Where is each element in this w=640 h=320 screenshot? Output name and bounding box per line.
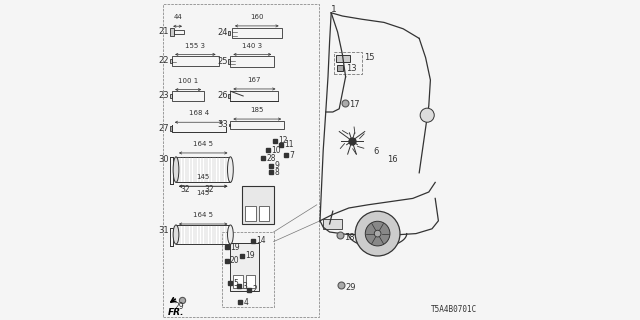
- Bar: [170, 94, 172, 98]
- Bar: [228, 59, 230, 64]
- Text: 4: 4: [243, 298, 248, 307]
- Text: 33: 33: [217, 120, 228, 129]
- Text: 25: 25: [218, 57, 228, 66]
- Bar: [230, 121, 284, 129]
- Bar: [223, 232, 274, 307]
- Circle shape: [420, 108, 435, 122]
- Text: 30: 30: [158, 156, 169, 164]
- Text: 23: 23: [158, 92, 169, 100]
- Text: 28: 28: [266, 154, 276, 163]
- Bar: [230, 243, 259, 291]
- Bar: [229, 124, 230, 126]
- Text: 44: 44: [173, 14, 182, 20]
- Bar: [246, 275, 255, 288]
- Bar: [230, 56, 275, 67]
- Text: 160: 160: [250, 14, 264, 20]
- Bar: [172, 91, 204, 101]
- Bar: [259, 206, 269, 221]
- Text: 6: 6: [374, 147, 379, 156]
- Text: T5A4B0701C: T5A4B0701C: [431, 305, 477, 314]
- Text: 164 5: 164 5: [193, 212, 213, 218]
- Bar: [230, 91, 278, 101]
- Circle shape: [374, 230, 381, 237]
- Text: 31: 31: [158, 226, 169, 235]
- Bar: [233, 275, 243, 288]
- Text: 1: 1: [331, 5, 337, 14]
- Text: 13: 13: [346, 64, 356, 73]
- Text: 32: 32: [180, 185, 191, 194]
- Text: 16: 16: [387, 155, 398, 164]
- Text: 19: 19: [245, 252, 255, 260]
- Text: 100 1: 100 1: [178, 78, 198, 84]
- Text: 29: 29: [345, 284, 355, 292]
- Bar: [232, 28, 282, 38]
- Bar: [323, 219, 342, 229]
- Bar: [242, 186, 274, 224]
- Text: 145: 145: [196, 174, 210, 180]
- Bar: [334, 52, 362, 74]
- Text: 145: 145: [196, 190, 210, 196]
- Text: 24: 24: [218, 28, 228, 37]
- Text: 5: 5: [233, 279, 238, 288]
- Bar: [337, 65, 344, 71]
- Text: 12: 12: [278, 136, 287, 145]
- Text: 7: 7: [289, 151, 294, 160]
- Text: 15: 15: [365, 53, 375, 62]
- Bar: [170, 157, 173, 184]
- Text: 18: 18: [344, 233, 355, 242]
- Text: 2: 2: [252, 285, 257, 294]
- Text: 8: 8: [275, 168, 279, 177]
- Circle shape: [365, 221, 390, 246]
- Bar: [228, 31, 230, 35]
- Bar: [170, 59, 172, 63]
- Text: 17: 17: [349, 100, 360, 109]
- Ellipse shape: [173, 225, 179, 244]
- Bar: [176, 157, 230, 182]
- Bar: [170, 228, 173, 246]
- Ellipse shape: [228, 225, 234, 244]
- Bar: [163, 4, 319, 317]
- Text: 168 4: 168 4: [189, 110, 209, 116]
- Bar: [172, 56, 219, 66]
- Bar: [170, 28, 174, 36]
- Text: 26: 26: [217, 92, 228, 100]
- Ellipse shape: [173, 157, 179, 182]
- Bar: [245, 206, 256, 221]
- Text: 32: 32: [205, 185, 214, 194]
- Text: 20: 20: [230, 256, 239, 265]
- Text: 21: 21: [158, 28, 169, 36]
- Text: FR.: FR.: [168, 308, 184, 317]
- Text: 3: 3: [243, 282, 248, 291]
- Text: 29: 29: [174, 302, 184, 311]
- Text: 185: 185: [251, 107, 264, 113]
- Text: 155 3: 155 3: [186, 43, 205, 49]
- Ellipse shape: [228, 157, 234, 182]
- Text: 9: 9: [275, 161, 280, 170]
- Text: 11: 11: [284, 140, 294, 149]
- Text: 164 5: 164 5: [193, 141, 213, 147]
- Text: 140 3: 140 3: [243, 43, 262, 49]
- Bar: [170, 126, 172, 131]
- Text: 27: 27: [158, 124, 169, 133]
- Text: 19: 19: [230, 243, 239, 252]
- Text: 10: 10: [271, 146, 281, 155]
- Bar: [176, 225, 230, 244]
- Text: 167: 167: [248, 77, 261, 83]
- Bar: [337, 55, 350, 62]
- Text: 22: 22: [158, 56, 169, 65]
- Text: 14: 14: [256, 236, 266, 245]
- Bar: [174, 30, 184, 34]
- Bar: [228, 94, 230, 98]
- Circle shape: [355, 211, 400, 256]
